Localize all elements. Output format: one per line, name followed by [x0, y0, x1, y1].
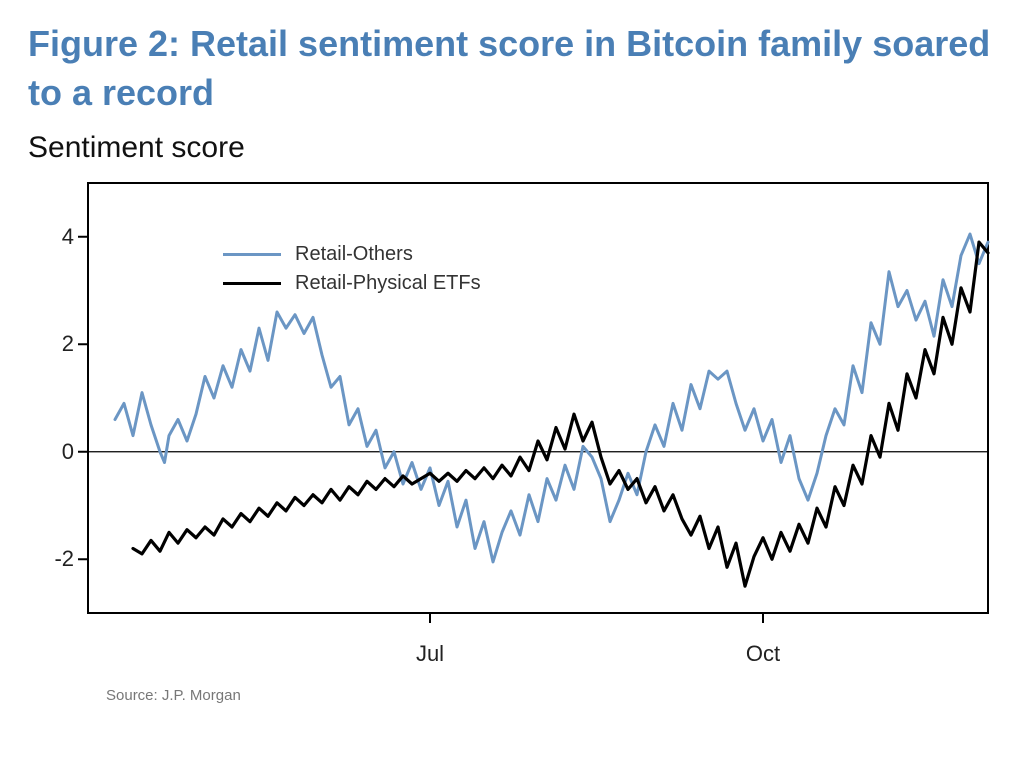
figure-title: Figure 2: Retail sentiment score in Bitc… — [28, 20, 996, 117]
legend-item: Retail-Others — [223, 243, 481, 266]
y-axis-tick-label: 4 — [62, 224, 74, 250]
y-axis-tick-label: 0 — [62, 439, 74, 465]
legend-swatch — [223, 253, 281, 256]
y-axis-tick-label: -2 — [54, 546, 74, 572]
legend-label: Retail-Others — [295, 243, 413, 266]
y-axis-tick-label: 2 — [62, 331, 74, 357]
legend-swatch — [223, 282, 281, 285]
chart-source: Source: J.P. Morgan — [106, 687, 241, 704]
legend-item: Retail-Physical ETFs — [223, 272, 481, 295]
chart-subtitle: Sentiment score — [28, 131, 996, 165]
legend-label: Retail-Physical ETFs — [295, 272, 481, 295]
chart-container: -2024 JulOct Retail-OthersRetail-Physica… — [88, 183, 996, 613]
x-axis-tick-label: Oct — [746, 641, 780, 667]
x-axis-tick-label: Jul — [416, 641, 444, 667]
chart-legend: Retail-Others Retail-Physical ETFs — [223, 243, 481, 301]
